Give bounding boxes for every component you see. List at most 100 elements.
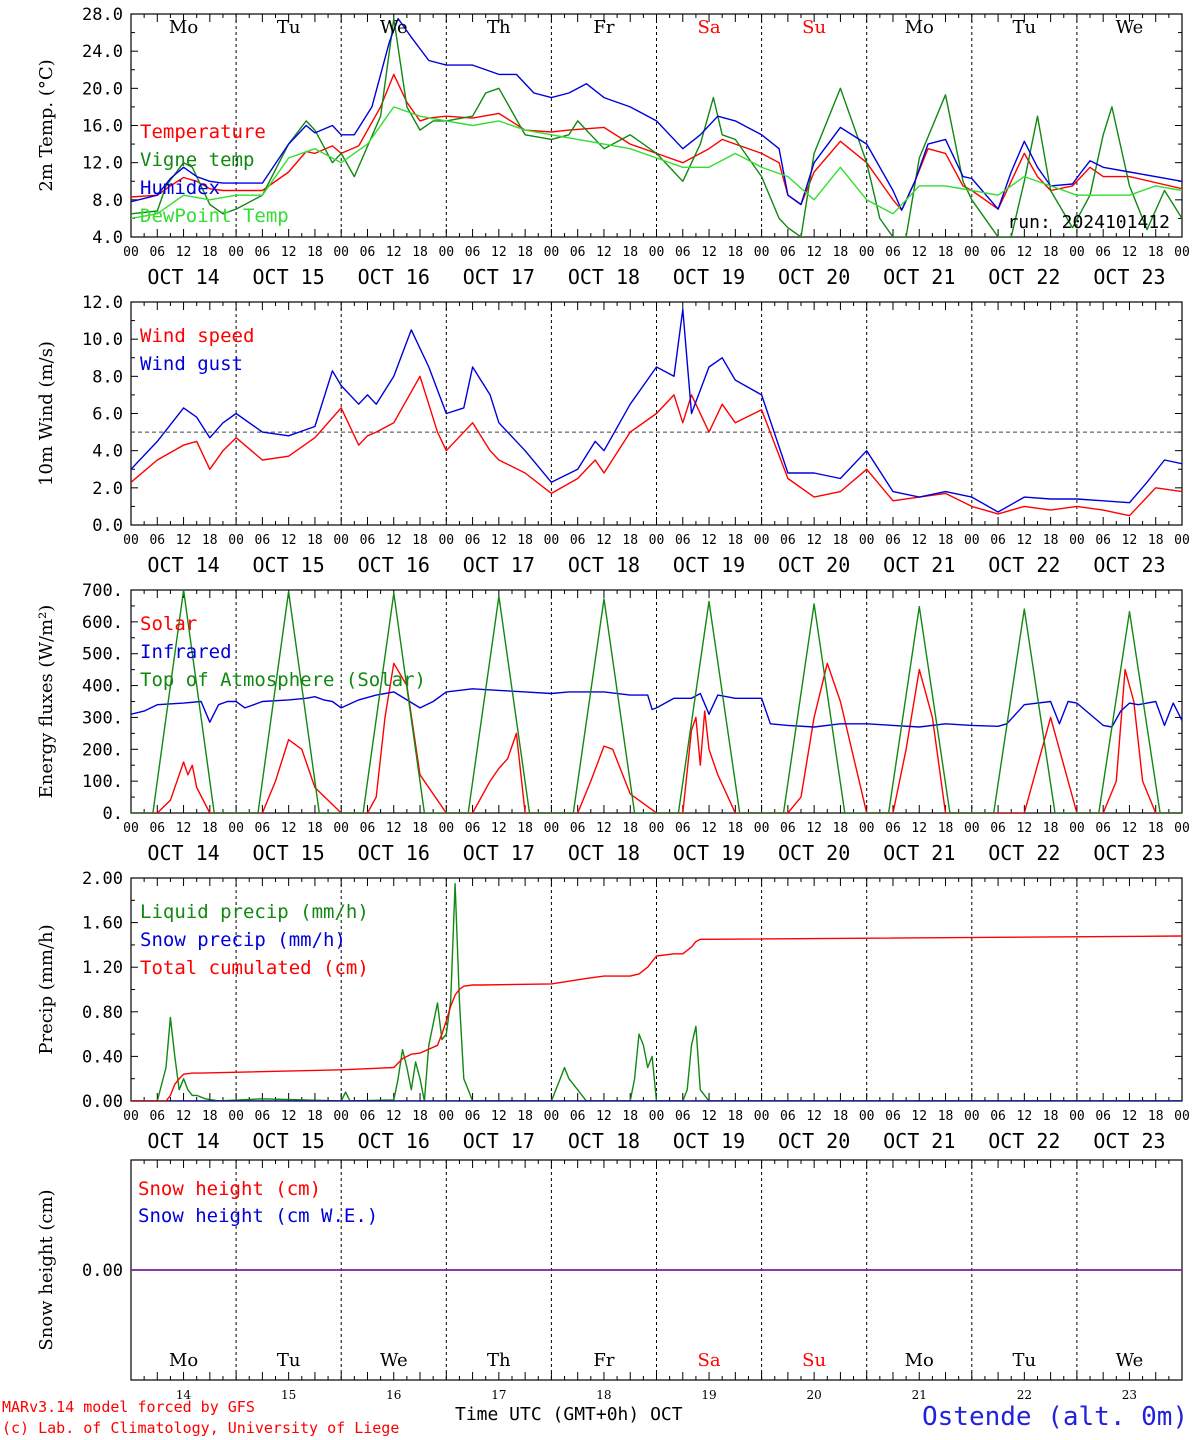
hour-label: 00 <box>123 821 139 836</box>
date-label: OCT 19 <box>673 553 745 577</box>
hour-label: 00 <box>544 533 560 548</box>
hour-label: 12 <box>806 821 822 836</box>
hour-label: 00 <box>754 245 770 260</box>
date-label: OCT 21 <box>883 553 955 577</box>
hour-label: 12 <box>491 1109 507 1124</box>
legend-entry: Wind gust <box>140 353 243 375</box>
hour-label: 06 <box>885 821 901 836</box>
hour-label: 00 <box>333 821 349 836</box>
hour-label: 12 <box>281 245 297 260</box>
hour-label: 18 <box>1043 821 1059 836</box>
date-label: OCT 16 <box>358 265 430 289</box>
time-axis-title: Time UTC (GMT+0h) <box>455 1404 640 1425</box>
y-tick-label: 28.0 <box>82 5 123 25</box>
hour-label: 18 <box>517 245 533 260</box>
hour-label: 00 <box>964 821 980 836</box>
hour-label: 18 <box>412 245 428 260</box>
hour-label: 06 <box>465 533 481 548</box>
hour-label: 18 <box>833 821 849 836</box>
hour-label: 18 <box>833 245 849 260</box>
day-abbr: Th <box>487 1350 511 1371</box>
hour-label: 18 <box>1043 1109 1059 1124</box>
day-number: 22 <box>1017 1388 1032 1402</box>
hour-label: 00 <box>333 245 349 260</box>
hour-label: 00 <box>438 1109 454 1124</box>
hour-label: 00 <box>649 245 665 260</box>
day-abbr: Sa <box>698 1350 721 1371</box>
y-tick-label: 4.0 <box>92 442 123 462</box>
hour-label: 06 <box>990 821 1006 836</box>
date-label: OCT 18 <box>568 553 640 577</box>
hour-label: 00 <box>754 821 770 836</box>
hour-label: 18 <box>202 533 218 548</box>
hour-label: 12 <box>281 1109 297 1124</box>
hour-label: 12 <box>1122 245 1138 260</box>
date-label: OCT 19 <box>673 841 745 865</box>
date-label: OCT 22 <box>988 841 1060 865</box>
date-label: OCT 23 <box>1093 553 1165 577</box>
date-label: OCT 14 <box>147 553 219 577</box>
hour-label: 06 <box>675 1109 691 1124</box>
hour-label: 12 <box>701 821 717 836</box>
hour-label: 06 <box>570 533 586 548</box>
plot-frame <box>130 589 1183 814</box>
panel-3: 0. 100. 200. 300. 400. 500. 600. 700. Energy flu… <box>36 581 1190 865</box>
hour-label: 18 <box>517 533 533 548</box>
y-tick-label: 0. <box>103 804 123 824</box>
series-line <box>131 308 1182 513</box>
day-number: 21 <box>912 1388 927 1402</box>
date-label: OCT 23 <box>1093 1129 1165 1153</box>
day-abbr: We <box>380 1350 408 1371</box>
date-label: OCT 14 <box>147 265 219 289</box>
hour-label: 18 <box>727 533 743 548</box>
hour-label: 18 <box>833 533 849 548</box>
hour-label: 00 <box>1069 1109 1085 1124</box>
hour-label: 18 <box>1148 533 1164 548</box>
legend-entry: Infrared <box>140 641 232 663</box>
date-label: OCT 20 <box>778 553 850 577</box>
hour-label: 00 <box>1174 821 1190 836</box>
hour-label: 00 <box>859 533 875 548</box>
y-axis-label: Energy fluxes (W/m²) <box>36 605 57 799</box>
hour-label: 06 <box>990 533 1006 548</box>
hour-label: 12 <box>491 821 507 836</box>
date-label: OCT 23 <box>1093 841 1165 865</box>
hour-label: 12 <box>1017 533 1033 548</box>
hour-label: 18 <box>833 1109 849 1124</box>
date-label: OCT 20 <box>778 1129 850 1153</box>
hour-label: 06 <box>360 245 376 260</box>
hour-label: 18 <box>307 245 323 260</box>
time-axis-month: OCT <box>650 1404 683 1425</box>
hour-label: 12 <box>491 533 507 548</box>
day-number: 14 <box>176 1388 192 1402</box>
hour-label: 00 <box>1174 1109 1190 1124</box>
hour-label: 06 <box>360 821 376 836</box>
y-axis-label: Precip (mm/h) <box>36 924 57 1054</box>
date-label: OCT 15 <box>253 841 325 865</box>
day-abbr: Su <box>802 17 826 38</box>
hour-label: 18 <box>517 1109 533 1124</box>
hour-label: 06 <box>780 533 796 548</box>
day-number: 23 <box>1122 1388 1137 1402</box>
hour-label: 06 <box>885 1109 901 1124</box>
day-number: 18 <box>596 1388 611 1402</box>
y-tick-label: 10.0 <box>82 330 123 350</box>
hour-label: 12 <box>1017 245 1033 260</box>
hour-label: 00 <box>1069 245 1085 260</box>
series-line <box>131 106 1182 220</box>
hour-label: 12 <box>1017 821 1033 836</box>
hour-label: 00 <box>123 533 139 548</box>
y-tick-label: 16.0 <box>82 117 123 137</box>
panel-4: 0.00 0.40 0.80 1.20 1.60 2.00 Precip (mm/h) Liq… <box>36 869 1190 1153</box>
model-credit: MARv3.14 model forced by GFS <box>2 1398 255 1416</box>
hour-label: 18 <box>938 245 954 260</box>
y-tick-label: 400. <box>82 677 123 697</box>
y-tick-label: 2.0 <box>92 479 123 499</box>
y-tick-label: 600. <box>82 613 123 633</box>
hour-label: 12 <box>1122 533 1138 548</box>
hour-label: 18 <box>1148 821 1164 836</box>
panel-1: 4.0 8.0 12.0 16.0 20.0 24.0 28.0 2m Temp. (°C) T… <box>36 5 1190 289</box>
plot-frame <box>130 13 1183 238</box>
hour-label: 18 <box>412 821 428 836</box>
date-label: OCT 21 <box>883 841 955 865</box>
